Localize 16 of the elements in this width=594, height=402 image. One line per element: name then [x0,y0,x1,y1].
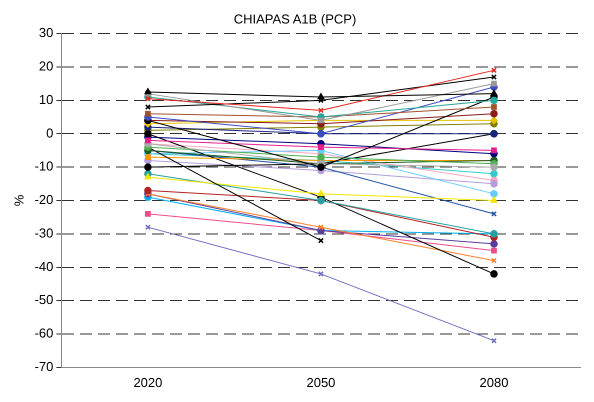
y-axis-title: % [11,194,26,206]
y-tick-label: -10 [34,158,54,174]
x-tick-label: 2020 [133,374,162,390]
y-tick-label: -50 [34,292,54,308]
y-tick-label: -30 [34,225,54,240]
x-tick-label: 2080 [480,374,508,390]
y-tick-label: 10 [38,92,54,107]
y-tick-label: -60 [34,326,54,341]
y-tick-label: -70 [34,358,54,374]
y-tick-label: 30 [38,25,54,40]
y-tick-label: 20 [38,58,54,74]
y-tick-label: 0 [46,125,54,140]
x-tick-label: 2050 [306,374,336,390]
y-tick-label: -20 [34,192,54,208]
chart-title: CHIAPAS A1B (PCP) [234,11,356,26]
y-tick-label: -40 [34,258,54,274]
